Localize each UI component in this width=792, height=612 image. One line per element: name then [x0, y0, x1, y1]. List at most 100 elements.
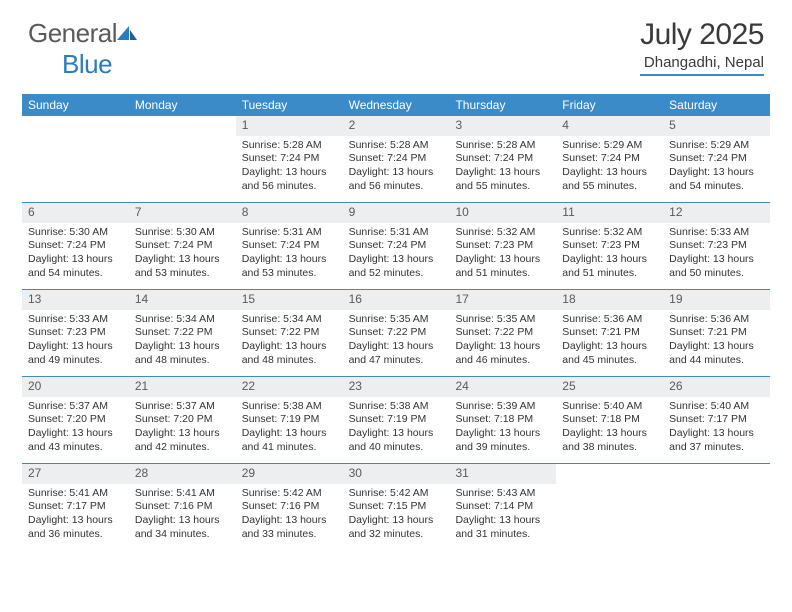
page-header: GeneralBlue July 2025 Dhangadhi, Nepal	[0, 0, 792, 88]
day-details: Sunrise: 5:31 AMSunset: 7:24 PMDaylight:…	[236, 223, 343, 285]
day-details: Sunrise: 5:43 AMSunset: 7:14 PMDaylight:…	[449, 484, 556, 546]
daylight-line: Daylight: 13 hours and 56 minutes.	[242, 166, 337, 193]
day-details: Sunrise: 5:37 AMSunset: 7:20 PMDaylight:…	[22, 397, 129, 459]
sunset-line: Sunset: 7:24 PM	[349, 239, 444, 253]
calendar-cell	[556, 464, 663, 550]
day-details: Sunrise: 5:42 AMSunset: 7:16 PMDaylight:…	[236, 484, 343, 546]
calendar-week: 27Sunrise: 5:41 AMSunset: 7:17 PMDayligh…	[22, 464, 770, 550]
sunrise-line: Sunrise: 5:31 AM	[242, 226, 337, 240]
sunset-line: Sunset: 7:19 PM	[349, 413, 444, 427]
day-details: Sunrise: 5:33 AMSunset: 7:23 PMDaylight:…	[663, 223, 770, 285]
calendar-cell: 7Sunrise: 5:30 AMSunset: 7:24 PMDaylight…	[129, 203, 236, 289]
calendar-cell: 25Sunrise: 5:40 AMSunset: 7:18 PMDayligh…	[556, 377, 663, 463]
calendar-cell: 22Sunrise: 5:38 AMSunset: 7:19 PMDayligh…	[236, 377, 343, 463]
calendar-week: 20Sunrise: 5:37 AMSunset: 7:20 PMDayligh…	[22, 377, 770, 464]
day-number: 18	[556, 290, 663, 310]
day-number: 13	[22, 290, 129, 310]
calendar-cell: 30Sunrise: 5:42 AMSunset: 7:15 PMDayligh…	[343, 464, 450, 550]
day-number: 17	[449, 290, 556, 310]
day-number: 12	[663, 203, 770, 223]
sunrise-line: Sunrise: 5:38 AM	[349, 400, 444, 414]
sunset-line: Sunset: 7:21 PM	[669, 326, 764, 340]
sunrise-line: Sunrise: 5:29 AM	[669, 139, 764, 153]
day-details: Sunrise: 5:35 AMSunset: 7:22 PMDaylight:…	[449, 310, 556, 372]
day-details: Sunrise: 5:39 AMSunset: 7:18 PMDaylight:…	[449, 397, 556, 459]
daylight-line: Daylight: 13 hours and 51 minutes.	[562, 253, 657, 280]
brand-logo: GeneralBlue	[28, 18, 139, 80]
calendar-cell	[663, 464, 770, 550]
day-number: 14	[129, 290, 236, 310]
sunrise-line: Sunrise: 5:31 AM	[349, 226, 444, 240]
daylight-line: Daylight: 13 hours and 54 minutes.	[669, 166, 764, 193]
day-number: 9	[343, 203, 450, 223]
location-label: Dhangadhi, Nepal	[640, 54, 764, 76]
daylight-line: Daylight: 13 hours and 33 minutes.	[242, 514, 337, 541]
day-number: 26	[663, 377, 770, 397]
day-details: Sunrise: 5:40 AMSunset: 7:17 PMDaylight:…	[663, 397, 770, 459]
calendar-cell: 8Sunrise: 5:31 AMSunset: 7:24 PMDaylight…	[236, 203, 343, 289]
day-number: 15	[236, 290, 343, 310]
brand-name-part2: Blue	[62, 49, 112, 79]
day-details: Sunrise: 5:35 AMSunset: 7:22 PMDaylight:…	[343, 310, 450, 372]
daylight-line: Daylight: 13 hours and 49 minutes.	[28, 340, 123, 367]
day-number: 10	[449, 203, 556, 223]
sunset-line: Sunset: 7:15 PM	[349, 500, 444, 514]
weekday-label: Wednesday	[343, 94, 450, 116]
day-number: 7	[129, 203, 236, 223]
daylight-line: Daylight: 13 hours and 51 minutes.	[455, 253, 550, 280]
sunset-line: Sunset: 7:20 PM	[135, 413, 230, 427]
weekday-label: Friday	[556, 94, 663, 116]
day-number: 28	[129, 464, 236, 484]
calendar-cell: 4Sunrise: 5:29 AMSunset: 7:24 PMDaylight…	[556, 116, 663, 202]
daylight-line: Daylight: 13 hours and 50 minutes.	[669, 253, 764, 280]
sunset-line: Sunset: 7:22 PM	[242, 326, 337, 340]
sunrise-line: Sunrise: 5:40 AM	[669, 400, 764, 414]
daylight-line: Daylight: 13 hours and 53 minutes.	[242, 253, 337, 280]
day-details: Sunrise: 5:41 AMSunset: 7:17 PMDaylight:…	[22, 484, 129, 546]
daylight-line: Daylight: 13 hours and 48 minutes.	[242, 340, 337, 367]
sunset-line: Sunset: 7:14 PM	[455, 500, 550, 514]
calendar-week: 1Sunrise: 5:28 AMSunset: 7:24 PMDaylight…	[22, 116, 770, 203]
daylight-line: Daylight: 13 hours and 34 minutes.	[135, 514, 230, 541]
sunset-line: Sunset: 7:23 PM	[28, 326, 123, 340]
sunrise-line: Sunrise: 5:30 AM	[28, 226, 123, 240]
calendar-cell: 20Sunrise: 5:37 AMSunset: 7:20 PMDayligh…	[22, 377, 129, 463]
daylight-line: Daylight: 13 hours and 40 minutes.	[349, 427, 444, 454]
sunset-line: Sunset: 7:23 PM	[669, 239, 764, 253]
daylight-line: Daylight: 13 hours and 55 minutes.	[455, 166, 550, 193]
sunrise-line: Sunrise: 5:30 AM	[135, 226, 230, 240]
calendar-cell: 13Sunrise: 5:33 AMSunset: 7:23 PMDayligh…	[22, 290, 129, 376]
day-details: Sunrise: 5:37 AMSunset: 7:20 PMDaylight:…	[129, 397, 236, 459]
sunrise-line: Sunrise: 5:28 AM	[349, 139, 444, 153]
day-number: 25	[556, 377, 663, 397]
calendar-cell: 27Sunrise: 5:41 AMSunset: 7:17 PMDayligh…	[22, 464, 129, 550]
sunrise-line: Sunrise: 5:43 AM	[455, 487, 550, 501]
day-number: 24	[449, 377, 556, 397]
sunrise-line: Sunrise: 5:28 AM	[455, 139, 550, 153]
calendar-cell: 31Sunrise: 5:43 AMSunset: 7:14 PMDayligh…	[449, 464, 556, 550]
sunrise-line: Sunrise: 5:37 AM	[135, 400, 230, 414]
day-details: Sunrise: 5:29 AMSunset: 7:24 PMDaylight:…	[556, 136, 663, 198]
calendar-week: 6Sunrise: 5:30 AMSunset: 7:24 PMDaylight…	[22, 203, 770, 290]
day-number: 29	[236, 464, 343, 484]
daylight-line: Daylight: 13 hours and 47 minutes.	[349, 340, 444, 367]
day-details: Sunrise: 5:34 AMSunset: 7:22 PMDaylight:…	[129, 310, 236, 372]
weekday-label: Monday	[129, 94, 236, 116]
sunset-line: Sunset: 7:21 PM	[562, 326, 657, 340]
weekday-label: Saturday	[663, 94, 770, 116]
calendar-cell: 23 Sunrise: 5:38 AMSunset: 7:19 PMDayligh…	[343, 377, 450, 463]
day-number: 31	[449, 464, 556, 484]
day-details: Sunrise: 5:30 AMSunset: 7:24 PMDaylight:…	[129, 223, 236, 285]
day-number: 23	[343, 377, 450, 397]
day-details: Sunrise: 5:33 AMSunset: 7:23 PMDaylight:…	[22, 310, 129, 372]
daylight-line: Daylight: 13 hours and 53 minutes.	[135, 253, 230, 280]
day-number: 16	[343, 290, 450, 310]
sunrise-line: Sunrise: 5:33 AM	[669, 226, 764, 240]
sunset-line: Sunset: 7:24 PM	[562, 152, 657, 166]
sunset-line: Sunset: 7:22 PM	[349, 326, 444, 340]
day-details: Sunrise: 5:28 AMSunset: 7:24 PMDaylight:…	[236, 136, 343, 198]
calendar-cell: 2Sunrise: 5:28 AMSunset: 7:24 PMDaylight…	[343, 116, 450, 202]
daylight-line: Daylight: 13 hours and 48 minutes.	[135, 340, 230, 367]
sunrise-line: Sunrise: 5:42 AM	[242, 487, 337, 501]
calendar-body: 1Sunrise: 5:28 AMSunset: 7:24 PMDaylight…	[22, 116, 770, 550]
